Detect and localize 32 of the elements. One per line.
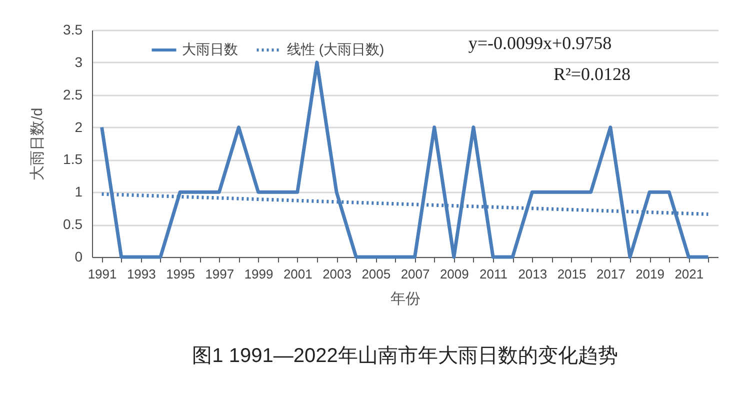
text: 图1 1991—2022年山南市年大雨日数的变化趋势 (192, 345, 618, 367)
x-tick-label: 2015 (557, 266, 586, 282)
legend-label: 大雨日数 (182, 41, 238, 57)
x-tick-label: 2001 (283, 266, 312, 282)
x-tick-label: 2021 (674, 266, 704, 282)
x-tick-label: 1999 (244, 266, 274, 282)
y-tick-label: 2.5 (63, 86, 83, 102)
y-tick-label: 1 (74, 184, 83, 200)
y-tick-label: 1.5 (63, 151, 83, 168)
line-series (100, 60, 710, 259)
y-tick-label: 0 (74, 248, 83, 264)
x-tick-label: 2013 (518, 266, 548, 282)
annotation: R²=0.0128 (553, 64, 631, 84)
x-tick-label: 2007 (400, 266, 430, 282)
x-tick-label: 1993 (126, 266, 156, 282)
legend-label: 线性 (大雨日数) (287, 41, 384, 57)
x-tick-label: 2005 (362, 266, 391, 282)
x-tick-label: 1997 (205, 266, 234, 282)
x-tick-label: 2011 (480, 266, 508, 282)
x-axis-title: 年份 (390, 290, 420, 308)
x-tick-label: 2009 (440, 266, 469, 282)
y-tick-label: 0.5 (63, 216, 83, 232)
x-tick-label: 1995 (166, 266, 195, 282)
annotation: y=-0.0099x+0.9758 (468, 33, 612, 53)
x-tick-label: 2017 (596, 266, 626, 282)
y-tick-label: 3.5 (63, 22, 83, 38)
x-tick-label: 1991 (88, 266, 117, 282)
x-tick-label: 2003 (322, 266, 352, 282)
y-axis-title: 大雨日数/d (29, 108, 46, 180)
y-tick-label: 2 (74, 118, 83, 135)
x-tick-label: 2019 (636, 266, 664, 282)
y-tick-label: 3 (74, 54, 83, 70)
